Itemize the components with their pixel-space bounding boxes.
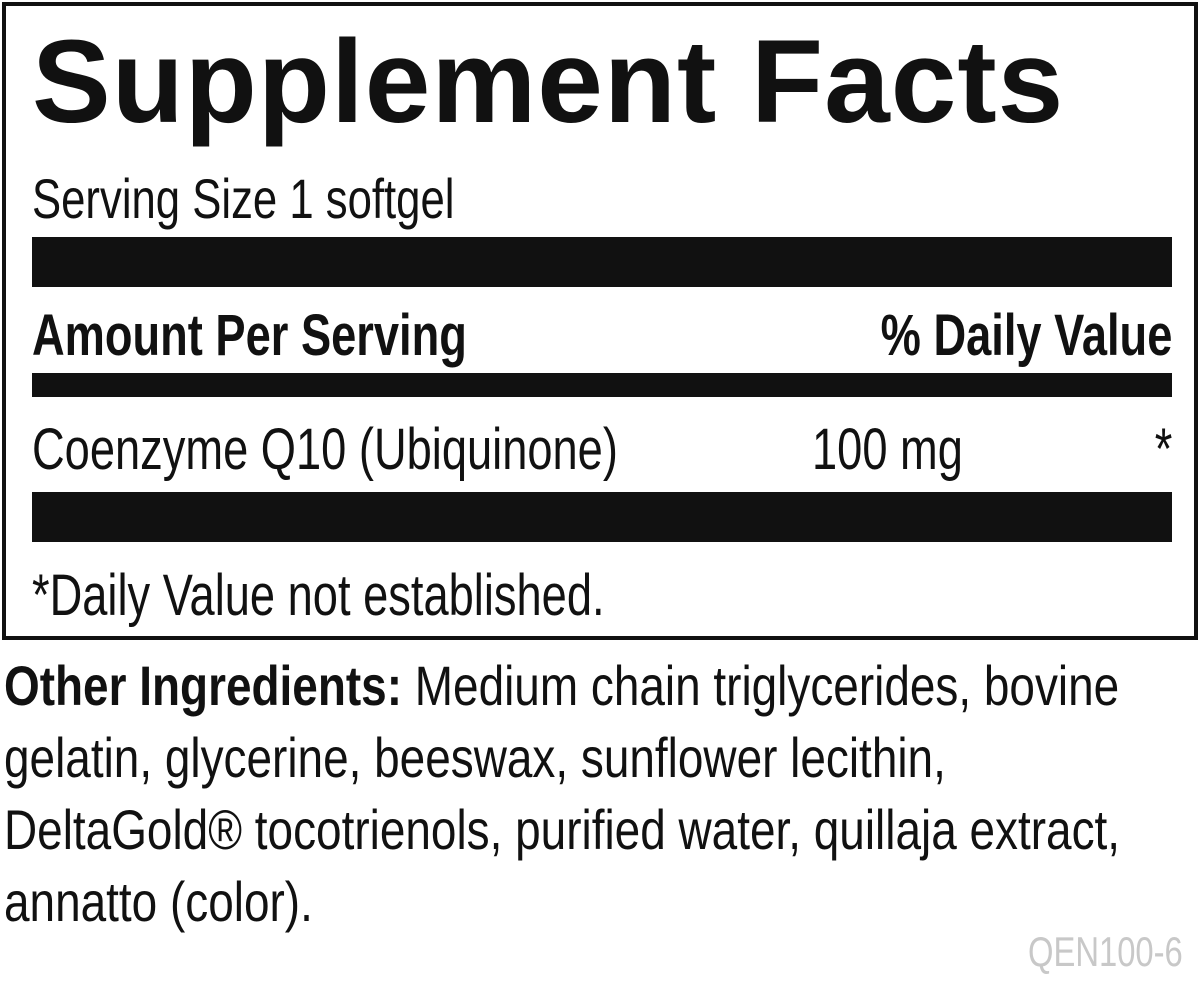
footnote: *Daily Value not established. [32, 563, 605, 628]
title: Supplement Facts [32, 16, 1065, 148]
facts-box: Supplement Facts Serving Size 1 softgel … [2, 2, 1198, 640]
other-ingredients: Other Ingredients: Medium chain triglyce… [4, 650, 1136, 938]
amount-header: Amount Per Serving [32, 303, 467, 368]
nutrient-daily-value: * [1154, 417, 1173, 482]
nutrient-name: Coenzyme Q10 (Ubiquinone) [32, 417, 618, 482]
other-ingredients-text: Medium chain triglycerides, bovine gelat… [4, 654, 1121, 933]
product-code: QEN100-6 [1028, 928, 1183, 975]
thick-rule [32, 237, 1172, 287]
nutrient-amount: 100 mg [812, 417, 963, 482]
medium-rule [32, 373, 1172, 397]
thick-rule [32, 492, 1172, 542]
daily-value-header: % Daily Value [880, 303, 1173, 368]
header-row: Amount Per Serving % Daily Value [32, 302, 1172, 369]
nutrient-row: Coenzyme Q10 (Ubiquinone) 100 mg * [32, 416, 1172, 483]
serving-size: Serving Size 1 softgel [32, 167, 455, 230]
other-ingredients-label: Other Ingredients: [4, 654, 403, 717]
